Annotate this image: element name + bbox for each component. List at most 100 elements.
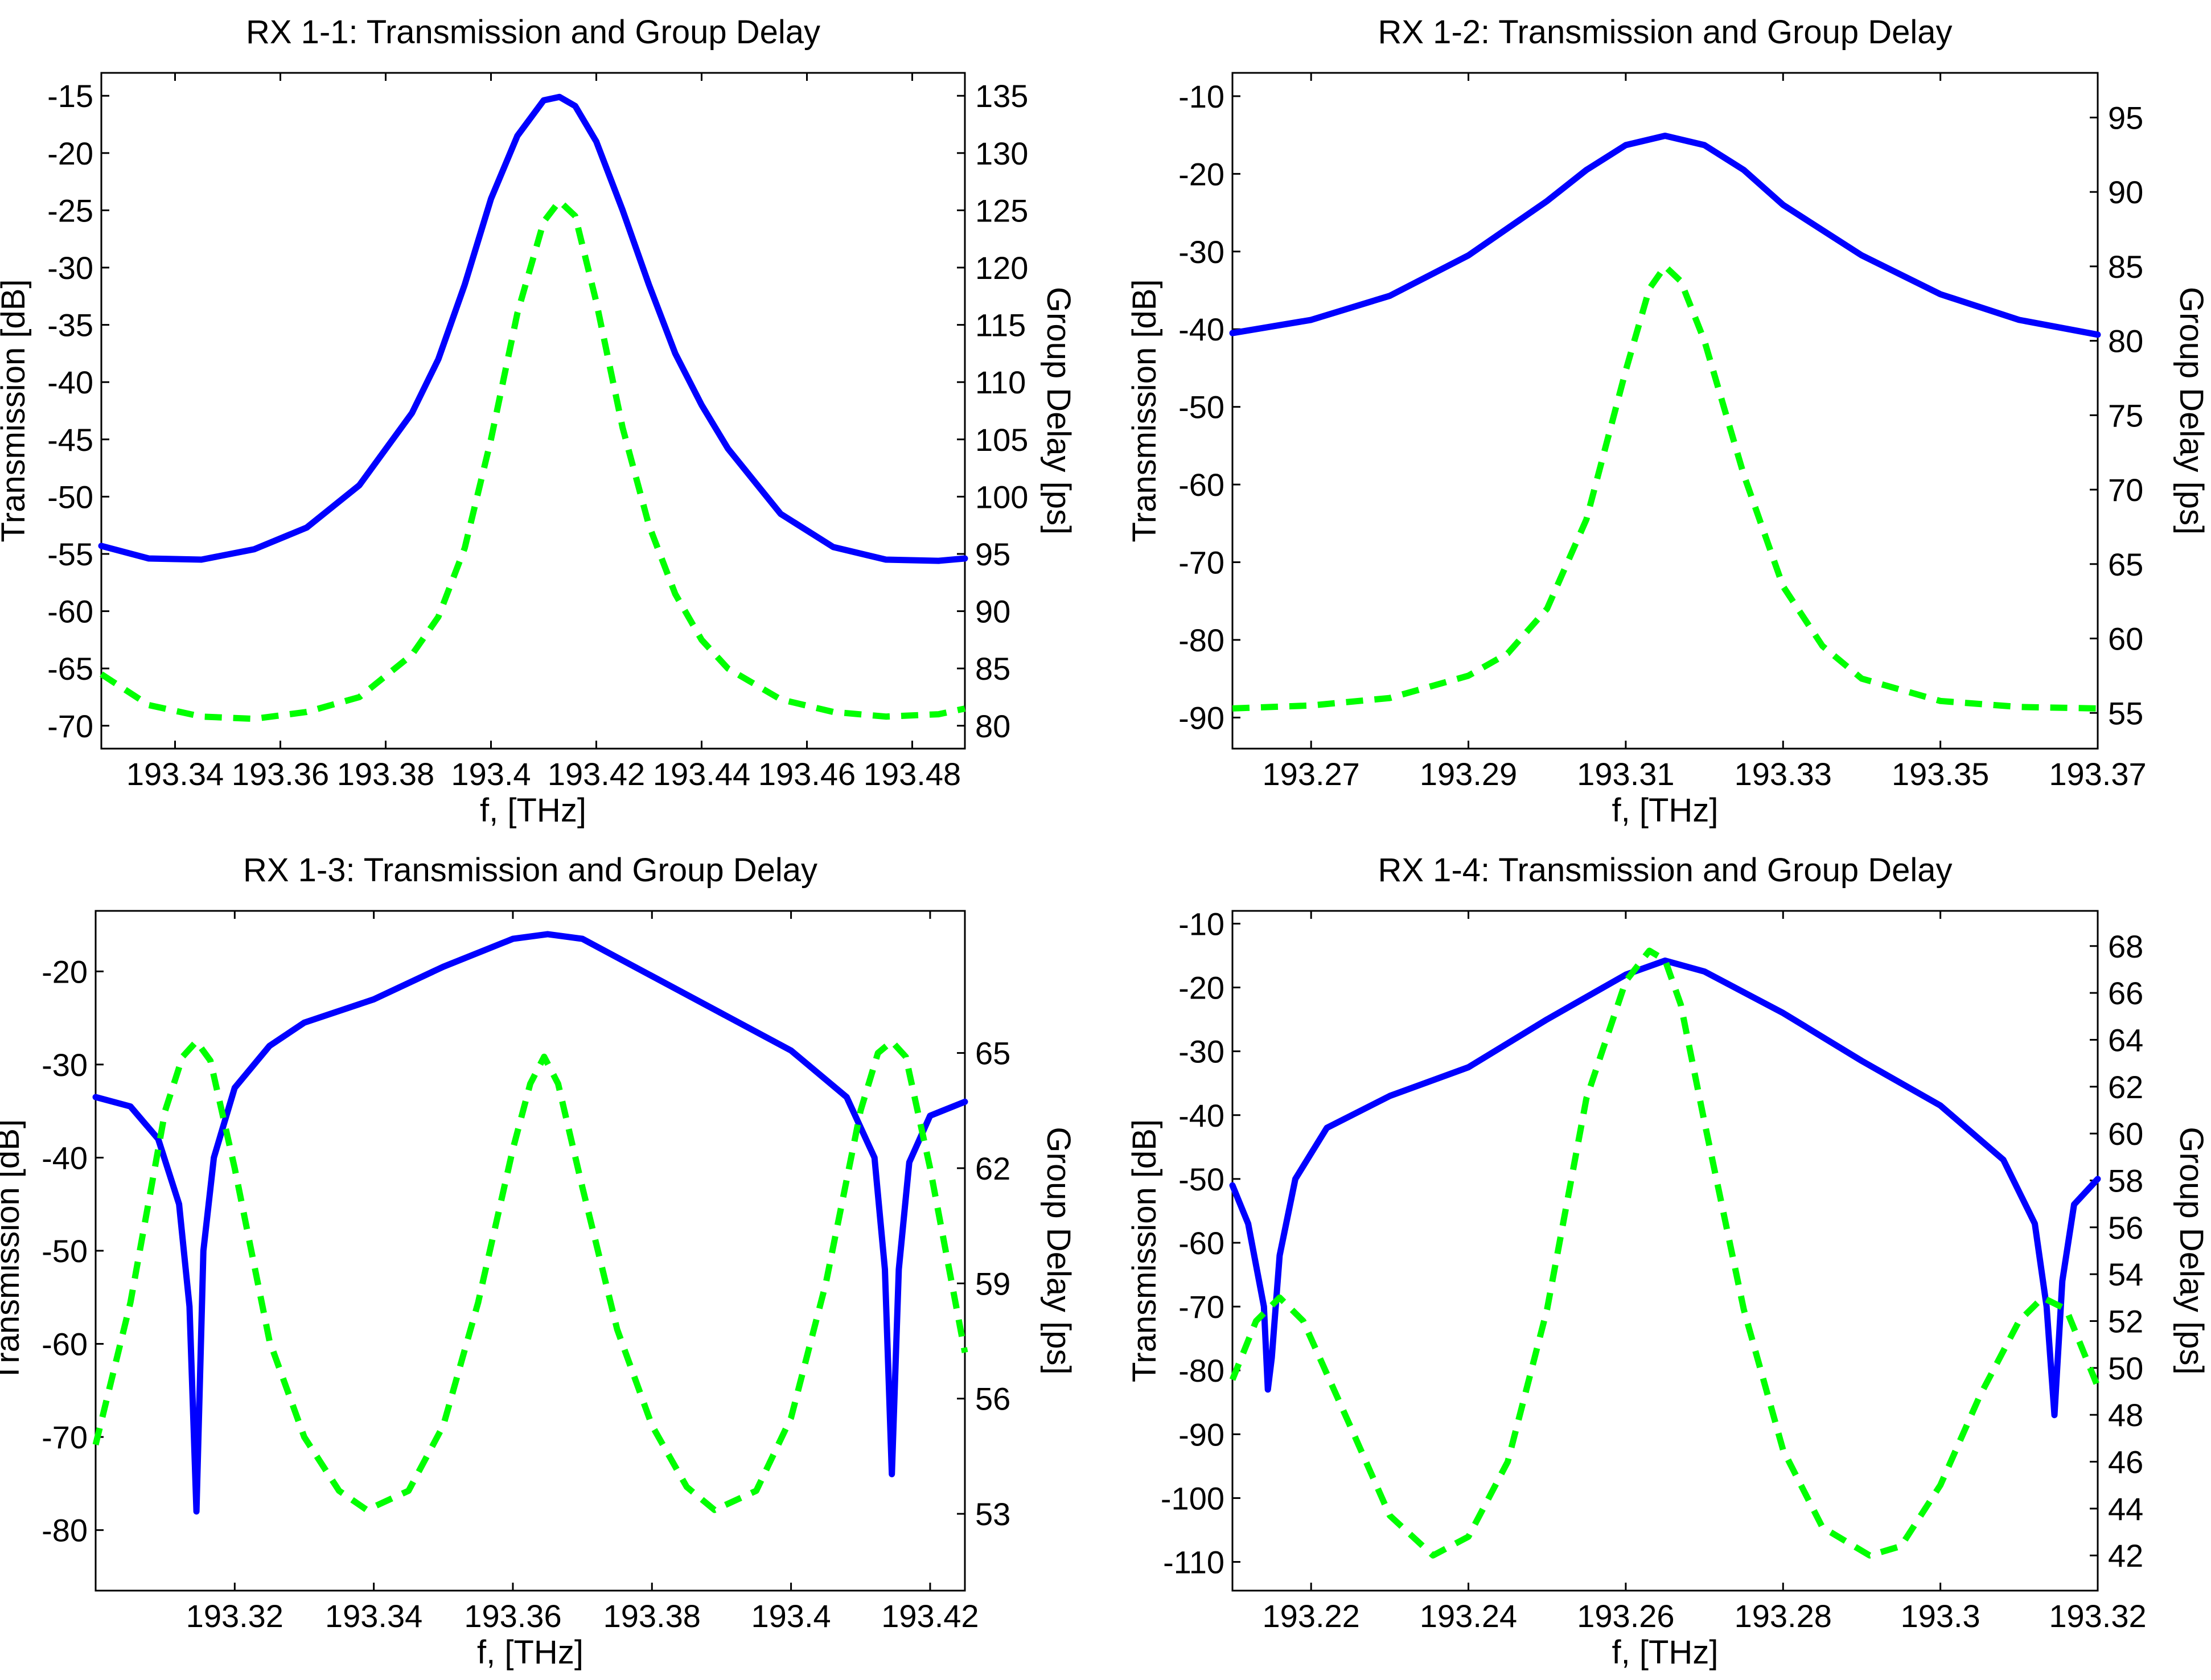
- y2-tick-label: 70: [2108, 472, 2143, 508]
- y-tick-label: -35: [47, 307, 93, 343]
- x-tick-label: 193.42: [881, 1598, 979, 1634]
- y-tick-label: -110: [1163, 1545, 1224, 1580]
- y2-axis-label: Group Delay [ps]: [2173, 287, 2210, 535]
- y2-tick-label: 65: [975, 1036, 1010, 1071]
- y2-tick-label: 90: [975, 594, 1010, 630]
- y-tick-label: -65: [47, 651, 93, 687]
- transmission-series-line: [1229, 957, 2101, 1419]
- group-delay-series-line: [92, 1038, 968, 1513]
- x-tick-label: 193.24: [1420, 1598, 1517, 1634]
- y-tick-label: -10: [1178, 79, 1224, 114]
- chart-title: RX 1-3: Transmission and Group Delay: [243, 852, 817, 889]
- chart-title: RX 1-1: Transmission and Group Delay: [246, 14, 820, 51]
- y2-tick-label: 54: [2108, 1256, 2143, 1292]
- y-tick-label: -50: [47, 479, 93, 515]
- y2-tick-label: 48: [2108, 1397, 2143, 1433]
- x-tick-label: 193.44: [653, 756, 750, 792]
- x-axis-label: f, [THz]: [477, 1634, 583, 1671]
- chart-panel-2: 193.27 193.29 193.31 193.33 193.35 193.37 -10 -…: [1126, 14, 2210, 829]
- y2-tick-label: 100: [975, 479, 1028, 515]
- transmission-series-line: [92, 931, 968, 1515]
- y-tick-label: -80: [1178, 1353, 1224, 1389]
- y2-tick-label: 58: [2108, 1163, 2143, 1198]
- y-tick-label: -10: [1178, 906, 1224, 942]
- y2-axis-label: Group Delay [ps]: [1040, 1127, 1077, 1374]
- y-tick-label: -90: [1178, 1416, 1224, 1452]
- x-tick-label: 193.4: [751, 1598, 831, 1634]
- x-tick-label: 193.46: [758, 756, 856, 792]
- y-axis-label: Transmission [dB]: [0, 280, 32, 543]
- y2-tick-label: 130: [975, 135, 1028, 171]
- y2-tick-label: 55: [2108, 695, 2143, 731]
- y-tick-label: -60: [1178, 467, 1224, 503]
- y2-tick-label: 75: [2108, 397, 2143, 433]
- chart-title: RX 1-4: Transmission and Group Delay: [1378, 852, 1953, 889]
- y-tick-label: -60: [1178, 1225, 1224, 1261]
- y-tick-label: -20: [42, 954, 88, 989]
- x-tick-label: 193.34: [325, 1598, 422, 1634]
- y-axis-label: Transmission [dB]: [0, 1119, 26, 1382]
- x-tick-label: 193.35: [1892, 756, 1989, 792]
- x-tick-label: 193.27: [1263, 756, 1360, 792]
- y2-tick-label: 65: [2108, 547, 2143, 582]
- y2-tick-label: 60: [2108, 621, 2143, 657]
- y-tick-label: -30: [47, 250, 93, 286]
- x-tick-label: 193.32: [2049, 1598, 2146, 1634]
- x-tick-label: 193.33: [1735, 756, 1832, 792]
- y-tick-label: -70: [47, 708, 93, 744]
- y-tick-label: -25: [47, 192, 93, 228]
- y2-tick-label: 135: [975, 78, 1028, 114]
- y2-tick-label: 95: [2108, 100, 2143, 135]
- y2-tick-label: 105: [975, 422, 1028, 458]
- y-tick-label: -40: [47, 364, 93, 400]
- y2-tick-label: 42: [2108, 1538, 2143, 1574]
- y-tick-label: -80: [42, 1513, 88, 1548]
- y-tick-label: -100: [1161, 1480, 1224, 1516]
- x-tick-label: 193.48: [864, 756, 961, 792]
- y2-tick-label: 90: [2108, 174, 2143, 210]
- y2-tick-label: 85: [2108, 249, 2143, 285]
- x-tick-label: 193.36: [464, 1598, 561, 1634]
- chart-panel-1: 193.34 193.36 193.38 193.4 193.42 193.44 193.4…: [0, 14, 1077, 829]
- y2-tick-label: 56: [975, 1381, 1010, 1417]
- y2-tick-label: 62: [2108, 1069, 2143, 1105]
- y2-tick-label: 66: [2108, 975, 2143, 1011]
- y-tick-label: -70: [42, 1419, 88, 1455]
- y2-tick-label: 95: [975, 536, 1010, 572]
- y-tick-label: -40: [1178, 1098, 1224, 1133]
- y-tick-label: -20: [47, 135, 93, 171]
- y-tick-label: -20: [1178, 156, 1224, 192]
- y2-tick-label: 80: [2108, 323, 2143, 359]
- y2-tick-label: 64: [2108, 1022, 2143, 1058]
- x-tick-label: 193.29: [1420, 756, 1517, 792]
- y-tick-label: -50: [1178, 1161, 1224, 1197]
- y2-tick-label: 60: [2108, 1116, 2143, 1152]
- y-tick-label: -50: [1178, 389, 1224, 425]
- y2-tick-label: 53: [975, 1496, 1010, 1532]
- x-tick-label: 193.22: [1263, 1598, 1360, 1634]
- y-tick-label: -45: [47, 422, 93, 458]
- y2-tick-label: 44: [2108, 1491, 2143, 1527]
- x-tick-label: 193.32: [186, 1598, 283, 1634]
- y2-tick-label: 125: [975, 192, 1028, 228]
- y2-tick-label: 56: [2108, 1210, 2143, 1246]
- y-axis-label: Transmission [dB]: [1126, 1119, 1163, 1382]
- chart-panel-3: 193.32 193.34 193.36 193.38 193.4 193.42 -20 -3…: [0, 852, 1077, 1671]
- y-tick-label: -40: [42, 1140, 88, 1176]
- x-tick-label: 193.28: [1735, 1598, 1832, 1634]
- y2-axis-label: Group Delay [ps]: [2173, 1127, 2210, 1374]
- y-tick-label: -50: [42, 1233, 88, 1269]
- y-tick-label: -70: [1178, 1289, 1224, 1325]
- y2-tick-label: 68: [2108, 929, 2143, 964]
- x-tick-label: 193.4: [451, 756, 531, 792]
- group-delay-series-line: [1229, 947, 2101, 1559]
- y-tick-label: -70: [1178, 545, 1224, 581]
- chart-panel-4: 193.22 193.24 193.26 193.28 193.3 193.32 -10 -2…: [1126, 852, 2210, 1671]
- y2-axis-label: Group Delay [ps]: [1040, 287, 1077, 535]
- y2-tick-label: 110: [975, 364, 1026, 400]
- y-tick-label: -40: [1178, 311, 1224, 347]
- transmission-series-line: [1229, 133, 2101, 338]
- y-tick-label: -20: [1178, 970, 1224, 1006]
- y2-tick-label: 52: [2108, 1304, 2143, 1340]
